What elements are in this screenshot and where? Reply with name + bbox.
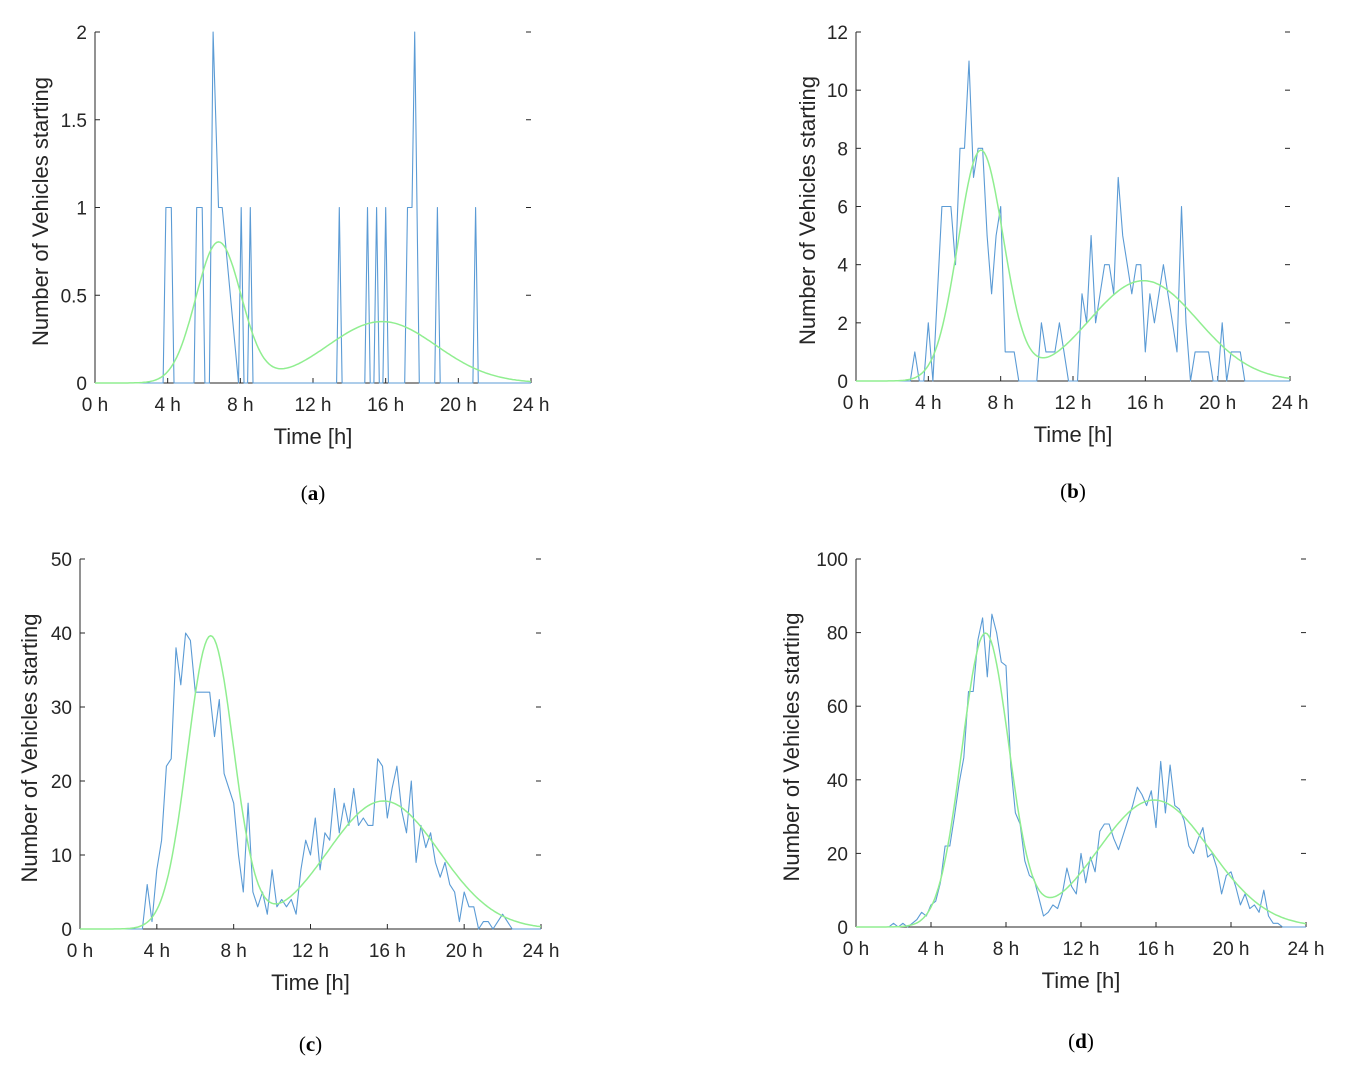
vehicles-starting-line (856, 60, 1290, 382)
x-tick-label: 4 h (918, 939, 944, 960)
x-axis-label: Time [h] (1034, 422, 1113, 447)
x-tick-label: 20 h (440, 395, 477, 416)
x-tick-label: 24 h (523, 941, 560, 962)
x-tick-label: 20 h (1199, 393, 1236, 414)
caption-open-paren: ( (1068, 1029, 1075, 1053)
y-tick-label: 0 (837, 918, 848, 939)
x-tick-label: 20 h (446, 941, 483, 962)
x-tick-label: 0 h (67, 941, 93, 962)
x-tick-label: 4 h (154, 395, 180, 416)
y-tick-label: 0.5 (61, 286, 87, 307)
y-tick-label: 10 (51, 846, 72, 867)
fitted-curve-line (95, 241, 532, 384)
y-tick-label: 20 (51, 772, 72, 793)
caption-close-paren: ) (1087, 1029, 1094, 1053)
y-tick-label: 6 (837, 198, 848, 219)
y-tick-label: 80 (827, 624, 848, 645)
x-tick-label: 8 h (220, 941, 246, 962)
y-tick-label: 0 (61, 920, 72, 941)
x-tick-label: 16 h (1138, 939, 1175, 960)
fitted-curve-line (856, 149, 1291, 382)
caption-open-paren: ( (1060, 479, 1067, 503)
y-tick-label: 60 (827, 697, 848, 718)
x-tick-label: 12 h (295, 395, 332, 416)
caption-letter: b (1067, 479, 1079, 503)
x-axis-label: Time [h] (274, 424, 353, 449)
y-tick-label: 2 (837, 314, 848, 335)
x-tick-label: 12 h (1055, 393, 1092, 414)
x-tick-label: 24 h (513, 395, 550, 416)
vehicles-starting-line (95, 31, 531, 384)
caption-close-paren: ) (318, 481, 325, 505)
caption-letter: a (308, 481, 319, 505)
y-tick-label: 100 (816, 550, 848, 571)
fitted-curve-line (856, 632, 1307, 928)
y-axis-label: Number of Vehicles starting (779, 612, 804, 881)
chart-panel-d: 0 20 40 60 80 100 0 h 4 h 8 h 12 h 16 h 20 h 24 h Tim… (779, 550, 1324, 1053)
x-tick-label: 4 h (144, 941, 170, 962)
y-tick-label: 10 (827, 81, 848, 102)
y-tick-label: 30 (51, 698, 72, 719)
y-tick-label: 0 (76, 374, 87, 395)
y-tick-label: 8 (837, 139, 848, 160)
x-tick-label: 16 h (369, 941, 406, 962)
x-tick-label: 12 h (1063, 939, 1100, 960)
panel-caption: (c) (299, 1032, 322, 1056)
y-axis-label: Number of Vehicles starting (28, 77, 53, 346)
y-tick-label: 40 (827, 771, 848, 792)
caption-letter: c (306, 1032, 315, 1056)
x-tick-label: 24 h (1272, 393, 1309, 414)
x-tick-label: 0 h (843, 939, 869, 960)
x-tick-label: 8 h (993, 939, 1019, 960)
y-tick-label: 4 (837, 256, 848, 277)
x-tick-label: 0 h (82, 395, 108, 416)
x-tick-label: 4 h (915, 393, 941, 414)
x-tick-label: 20 h (1213, 939, 1250, 960)
caption-open-paren: ( (301, 481, 308, 505)
caption-close-paren: ) (315, 1032, 322, 1056)
panel-caption: (d) (1068, 1029, 1094, 1053)
vehicles-starting-line (80, 632, 541, 930)
x-tick-label: 0 h (843, 393, 869, 414)
y-tick-label: 2 (76, 23, 87, 44)
caption-close-paren: ) (1079, 479, 1086, 503)
y-axis-label: Number of Vehicles starting (17, 613, 42, 882)
panel-caption: (b) (1060, 479, 1086, 503)
caption-letter: d (1075, 1029, 1087, 1053)
vehicles-starting-line (856, 613, 1306, 928)
y-axis-label: Number of Vehicles starting (795, 76, 820, 345)
x-axis-label: Time [h] (271, 970, 350, 995)
y-tick-label: 1.5 (61, 111, 87, 132)
x-tick-label: 8 h (227, 395, 253, 416)
x-tick-label: 12 h (292, 941, 329, 962)
y-tick-label: 0 (837, 372, 848, 393)
y-tick-label: 1 (76, 199, 87, 220)
fitted-curve-line (80, 634, 542, 930)
x-axis-label: Time [h] (1042, 968, 1121, 993)
y-tick-label: 40 (51, 624, 72, 645)
x-tick-label: 24 h (1288, 939, 1325, 960)
x-tick-label: 8 h (987, 393, 1013, 414)
panel-caption: (a) (301, 481, 326, 505)
y-tick-label: 20 (827, 844, 848, 865)
chart-panel-c: 0 10 20 30 40 50 0 h 4 h 8 h 12 h 16 h 20 h 24 h Time… (17, 550, 559, 1056)
y-tick-label: 12 (827, 23, 848, 44)
chart-panel-b: 0 2 4 6 8 10 12 0 h 4 h 8 h 12 h 16 h 20 h 24 h Time [… (795, 23, 1308, 503)
x-tick-label: 16 h (1127, 393, 1164, 414)
y-tick-label: 50 (51, 550, 72, 571)
x-tick-label: 16 h (367, 395, 404, 416)
caption-open-paren: ( (299, 1032, 306, 1056)
